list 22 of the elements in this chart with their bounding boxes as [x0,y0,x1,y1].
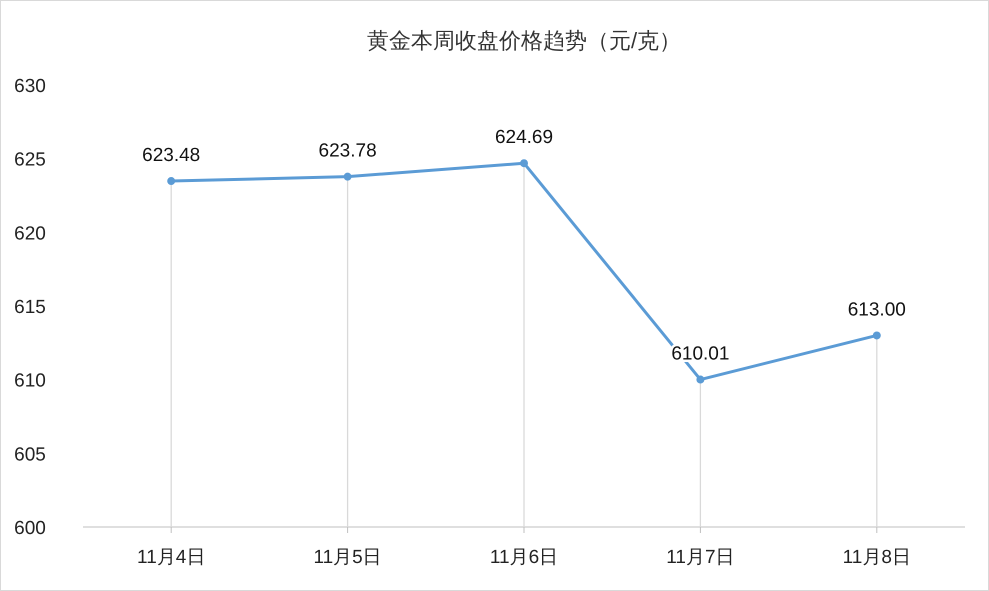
point [167,177,176,186]
y-tick-label: 605 [14,444,46,466]
y-tick-label: 625 [14,150,46,171]
point [520,159,528,168]
y-tick-label: 630 [14,76,46,97]
data-label: 623.48 [142,145,200,166]
data-label: 613.00 [848,299,906,320]
point [344,172,352,181]
y-tick-label: 600 [14,518,46,539]
x-tick-label: 11月6日 [490,547,558,568]
y-tick-label: 615 [14,297,46,318]
point [696,376,704,384]
x-tick-label: 11月7日 [666,547,735,568]
y-tick-label: 610 [14,370,46,392]
x-tick-label: 11月5日 [313,547,382,568]
x-tick-label: 11月8日 [842,547,911,568]
point [872,331,881,340]
x-tick-label: 11月4日 [137,547,206,568]
y-tick-label: 620 [14,223,46,244]
chart-title: 黄金本周收盘价格趋势（元/克） [366,28,682,53]
data-label: 623.78 [318,140,377,162]
data-label: 624.69 [494,127,554,148]
